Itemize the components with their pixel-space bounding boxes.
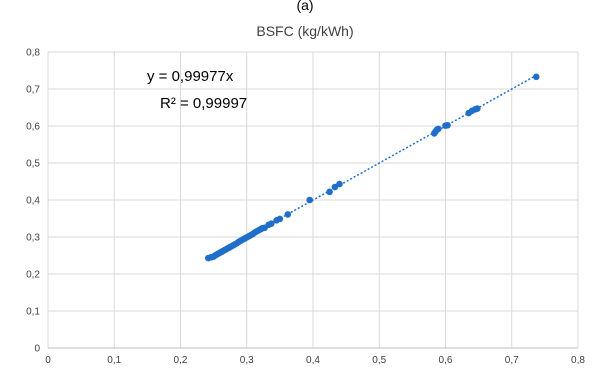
trendline-layer <box>206 74 537 260</box>
data-point <box>306 196 313 204</box>
panel-label: (a) <box>296 0 313 13</box>
data-point <box>267 220 275 227</box>
x-tick-label: 0,6 <box>439 355 453 366</box>
y-tick-label: 0,7 <box>26 85 40 96</box>
y-tick-label: 0,6 <box>26 122 40 133</box>
data-point <box>284 211 292 218</box>
x-tick-label: 0,3 <box>240 355 254 366</box>
x-tick-label: 0,5 <box>372 355 386 366</box>
r-squared-annotation: R² = 0,99997 <box>160 95 247 112</box>
data-point <box>434 125 442 133</box>
chart-title: BSFC (kg/kWh) <box>256 23 353 39</box>
y-tick-label: 0 <box>34 344 40 355</box>
x-tick-label: 0,7 <box>505 355 519 366</box>
y-tick-label: 0,4 <box>26 196 40 207</box>
x-tick-label: 0,4 <box>306 355 320 366</box>
x-tick-label: 0 <box>45 355 51 366</box>
data-point <box>326 188 333 196</box>
y-tick-label: 0,5 <box>26 159 40 170</box>
y-tick-label: 0,3 <box>26 233 40 244</box>
data-point <box>444 121 451 129</box>
data-point <box>532 73 540 81</box>
trendline <box>206 74 537 260</box>
y-tick-label: 0,8 <box>26 48 40 59</box>
x-tick-label: 0,8 <box>571 355 585 366</box>
data-point <box>474 105 481 112</box>
gridlines <box>47 51 579 349</box>
x-tick-label: 0,1 <box>107 355 121 366</box>
y-tick-label: 0,1 <box>26 307 40 318</box>
y-tick-label: 0,2 <box>26 270 40 281</box>
data-points <box>205 73 540 262</box>
data-point <box>276 215 284 223</box>
x-tick-label: 0,2 <box>174 355 188 366</box>
data-point <box>336 180 343 188</box>
tick-labels: 00 0,1 0,1 0,2 0,2 0,3 0,3 0,4 0,4 0,5 0,5 0,6 0,6 0,… <box>26 48 585 367</box>
equation-annotation: y = 0,99977x <box>147 68 234 85</box>
